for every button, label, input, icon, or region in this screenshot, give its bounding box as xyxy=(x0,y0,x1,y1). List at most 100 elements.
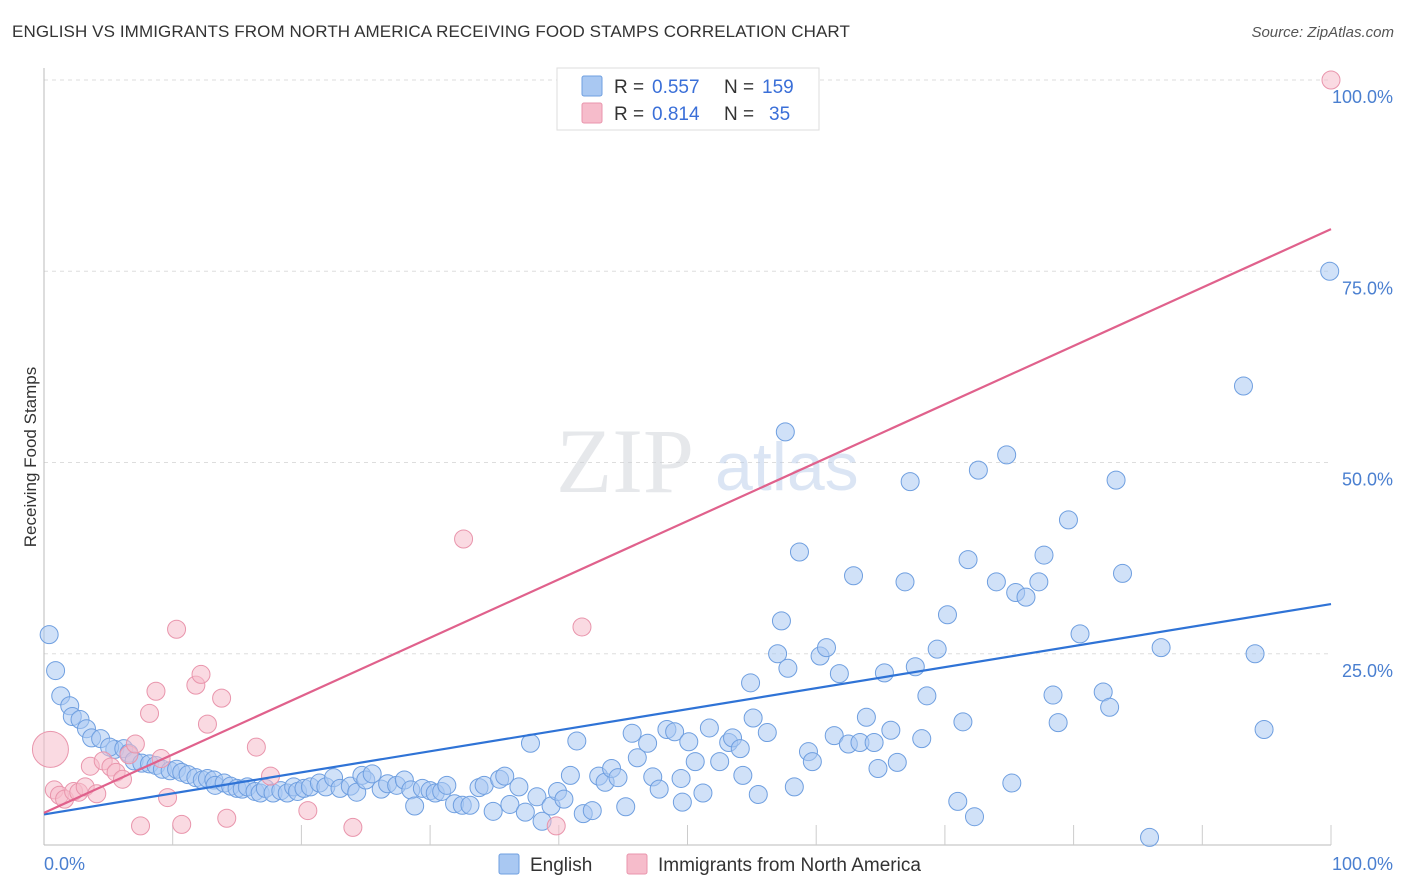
point-english xyxy=(1140,827,1160,847)
point-english xyxy=(874,663,894,683)
point-immigrants xyxy=(1321,70,1341,90)
point-english xyxy=(912,729,932,749)
point-english xyxy=(768,644,788,664)
legend-r-label-immigrants: R = xyxy=(614,104,644,125)
point-english xyxy=(1048,713,1068,733)
grid xyxy=(44,79,1331,655)
point-immigrants xyxy=(546,816,566,836)
point-english xyxy=(500,794,520,814)
point-english xyxy=(39,625,59,645)
point-english xyxy=(741,673,761,693)
point-english xyxy=(1016,587,1036,607)
point-english xyxy=(693,783,713,803)
point-english xyxy=(997,445,1017,465)
point-english xyxy=(622,723,642,743)
point-english xyxy=(460,795,480,815)
point-immigrants xyxy=(131,816,151,836)
point-english xyxy=(1058,510,1078,530)
point-english xyxy=(46,661,66,681)
point-english xyxy=(743,708,763,728)
point-immigrants xyxy=(146,681,166,701)
point-english xyxy=(582,801,602,821)
point-english xyxy=(1100,697,1120,717)
point-english xyxy=(771,611,791,631)
series-english-points xyxy=(39,261,1340,847)
point-english xyxy=(437,775,457,795)
point-english xyxy=(1002,773,1022,793)
point-english xyxy=(699,718,719,738)
point-english xyxy=(757,723,777,743)
point-english xyxy=(483,801,503,821)
point-immigrants xyxy=(191,664,211,684)
legend-n-value-english: 159 xyxy=(762,77,794,98)
bottom-legend-label-english: English xyxy=(530,855,592,876)
point-english xyxy=(864,732,884,752)
x-axis-ticks xyxy=(172,825,1332,845)
point-english xyxy=(509,777,529,797)
legend-swatch-immigrants xyxy=(581,102,603,124)
trend-line-english xyxy=(43,602,1332,816)
y-tick-label: 25.0% xyxy=(1342,661,1393,681)
point-english xyxy=(775,422,795,442)
point-english xyxy=(665,722,685,742)
point-english xyxy=(986,572,1006,592)
point-english xyxy=(1320,261,1340,281)
point-english xyxy=(802,752,822,772)
point-immigrants xyxy=(217,808,237,828)
point-english xyxy=(1070,624,1090,644)
point-english xyxy=(844,566,864,586)
point-immigrants xyxy=(454,529,474,549)
bottom-legend-swatch-immigrants xyxy=(626,853,648,875)
watermark-zip: ZIP xyxy=(556,410,694,512)
point-english xyxy=(748,785,768,805)
point-english xyxy=(948,791,968,811)
point-english xyxy=(638,733,658,753)
point-immigrants xyxy=(87,784,107,804)
point-english xyxy=(887,752,907,772)
y-tick-labels: 25.0% 50.0% 75.0% 100.0% xyxy=(1332,87,1393,681)
point-immigrants xyxy=(197,714,217,734)
point-immigrants xyxy=(140,703,160,723)
x-tick-label-max: 100.0% xyxy=(1332,854,1393,874)
source-label: Source: ZipAtlas.com xyxy=(1251,24,1394,41)
y-tick-label: 75.0% xyxy=(1342,278,1393,298)
point-english xyxy=(824,726,844,746)
point-english xyxy=(816,638,836,658)
point-english xyxy=(1233,376,1253,396)
legend: R = 0.557 N = 159 R = 0.814 N = 35 xyxy=(556,67,820,131)
point-english xyxy=(616,797,636,817)
point-english xyxy=(495,766,515,786)
point-immigrants xyxy=(31,730,69,768)
point-english xyxy=(685,752,705,772)
x-tick-label-min: 0.0% xyxy=(44,854,85,874)
point-immigrants xyxy=(212,688,232,708)
watermark: ZIP atlas xyxy=(556,410,859,512)
point-immigrants xyxy=(246,737,266,757)
chart-title: ENGLISH VS IMMIGRANTS FROM NORTH AMERICA… xyxy=(12,22,850,41)
point-english xyxy=(778,658,798,678)
point-english xyxy=(1029,572,1049,592)
bottom-legend-label-immigrants: Immigrants from North America xyxy=(658,855,921,876)
point-english xyxy=(1106,470,1126,490)
point-english xyxy=(1151,638,1171,658)
point-english xyxy=(730,739,750,759)
point-immigrants xyxy=(572,617,592,637)
legend-r-label-english: R = xyxy=(614,77,644,98)
legend-n-label-english: N = xyxy=(724,77,754,98)
point-immigrants xyxy=(167,619,187,639)
point-english xyxy=(405,796,425,816)
point-english xyxy=(560,765,580,785)
point-english xyxy=(784,777,804,797)
bottom-legend: English Immigrants from North America xyxy=(498,853,921,876)
point-english xyxy=(1043,685,1063,705)
legend-n-value-immigrants: 35 xyxy=(769,104,790,125)
point-english xyxy=(1034,545,1054,565)
point-english xyxy=(733,765,753,785)
point-english xyxy=(527,787,547,807)
point-english xyxy=(554,789,574,809)
point-immigrants xyxy=(343,817,363,837)
point-english xyxy=(881,720,901,740)
point-english xyxy=(965,807,985,827)
point-english xyxy=(895,572,915,592)
trend-line-immigrants xyxy=(43,228,1332,814)
